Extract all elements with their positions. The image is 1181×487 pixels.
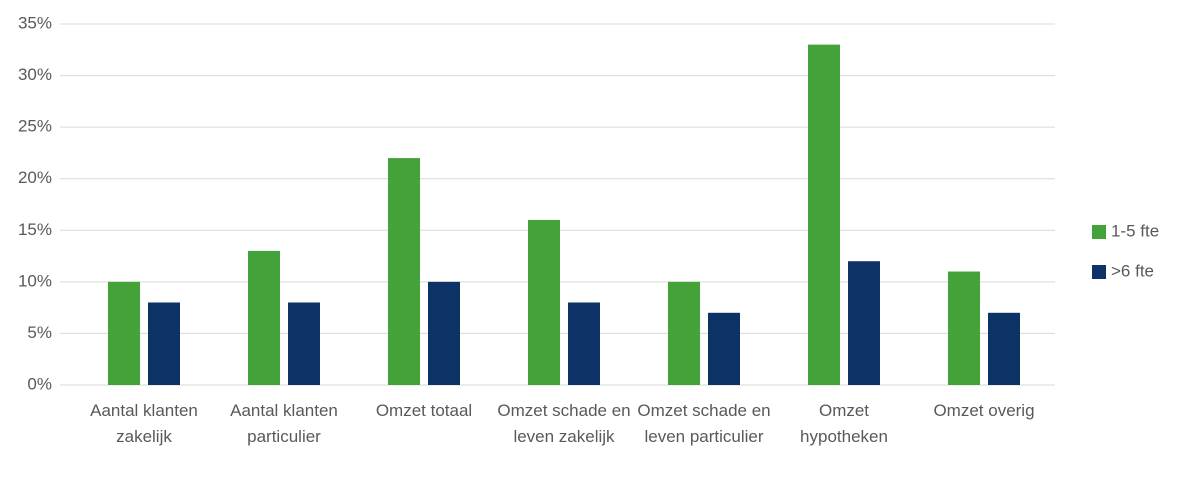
x-tick-label: Omzet hypotheken xyxy=(800,401,888,446)
x-tick-label: Aantal klanten zakelijk xyxy=(90,401,198,446)
bar xyxy=(388,158,420,385)
x-tick-label: Omzet schade en leven zakelijk xyxy=(497,401,631,446)
bar xyxy=(808,44,840,385)
bar xyxy=(708,312,740,385)
x-tick-label: Omzet totaal xyxy=(375,401,473,420)
bar xyxy=(528,219,560,385)
bar xyxy=(288,302,320,385)
x-tick-label: Omzet overig xyxy=(933,401,1035,420)
y-tick-label: 0% xyxy=(27,374,52,393)
bar xyxy=(108,281,140,385)
bar xyxy=(428,281,460,385)
bar xyxy=(148,302,180,385)
bar xyxy=(848,261,880,385)
legend-label: 1-5 fte xyxy=(1111,221,1159,240)
x-tick-label: Aantal klanten particulier xyxy=(230,401,338,446)
y-tick-label: 30% xyxy=(18,65,52,84)
y-tick-label: 10% xyxy=(18,271,52,290)
y-tick-label: 15% xyxy=(18,220,52,239)
bar xyxy=(668,281,700,385)
y-tick-label: 20% xyxy=(18,168,52,187)
y-tick-label: 35% xyxy=(18,13,52,32)
y-tick-label: 25% xyxy=(18,117,52,136)
bar xyxy=(248,250,280,385)
bar xyxy=(988,312,1020,385)
legend-swatch xyxy=(1092,265,1106,279)
bar xyxy=(568,302,600,385)
legend-swatch xyxy=(1092,225,1106,239)
y-tick-label: 5% xyxy=(27,323,52,342)
bar xyxy=(948,271,980,385)
x-tick-label: Omzet schade en leven particulier xyxy=(637,401,771,446)
legend-label: >6 fte xyxy=(1111,261,1154,280)
